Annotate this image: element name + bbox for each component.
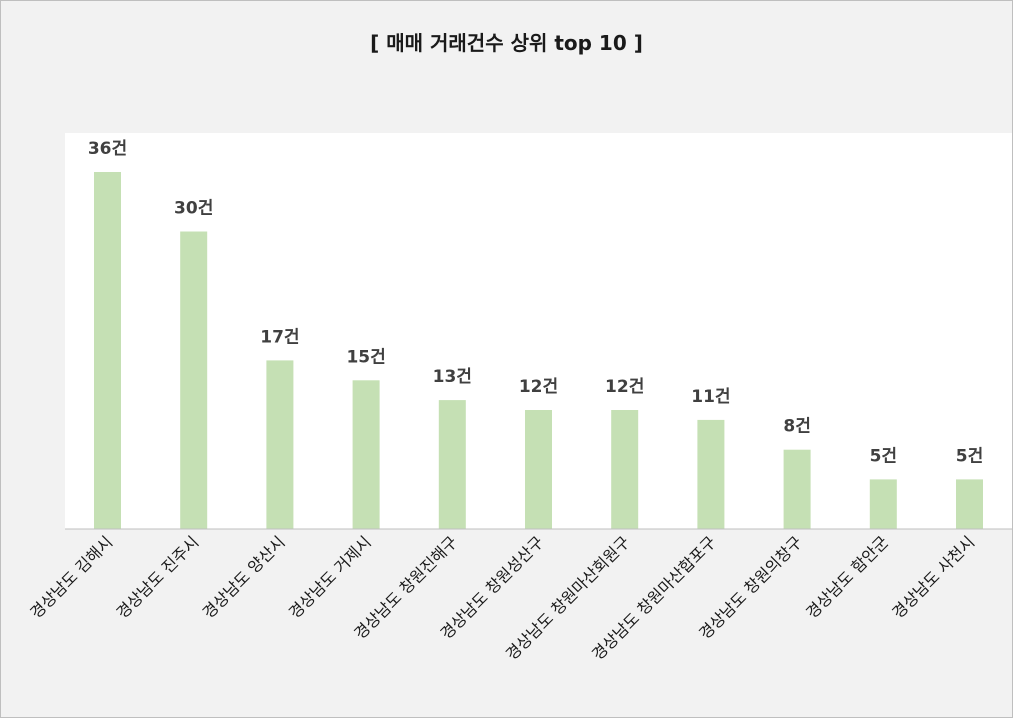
category-label: 경상남도 진주시 — [113, 532, 203, 622]
bar — [783, 449, 811, 529]
bar — [180, 231, 208, 529]
category-label: 경상남도 함안군 — [802, 532, 892, 622]
data-label: 5건 — [870, 446, 897, 466]
bar — [266, 360, 294, 529]
data-label: 8건 — [783, 417, 810, 437]
bar — [94, 172, 121, 529]
data-label: 36건 — [88, 139, 127, 159]
category-label: 경상남도 양산시 — [199, 532, 289, 622]
data-label: 12건 — [519, 377, 558, 397]
data-label: 17건 — [260, 327, 299, 347]
bar — [438, 400, 466, 529]
value-labels-layer: 36건 30건 17건 15건 13건 12건 12건 11건 8건 5건 5건 — [88, 139, 983, 466]
data-label: 13건 — [433, 367, 472, 387]
data-label: 30건 — [174, 199, 213, 219]
bar — [697, 419, 725, 529]
data-label: 15건 — [346, 347, 385, 367]
data-label: 11건 — [691, 387, 730, 407]
category-label: 경상남도 김해시 — [26, 532, 116, 622]
bar — [352, 380, 380, 530]
category-label: 경상남도 거제시 — [285, 532, 375, 622]
bar — [956, 479, 983, 529]
bar — [525, 410, 552, 529]
bar — [611, 410, 639, 529]
category-label: 경상남도 사천시 — [888, 532, 978, 622]
bar — [869, 479, 897, 529]
data-label: 12건 — [605, 377, 644, 397]
bars-layer — [94, 172, 983, 530]
chart-title: [ 매매 거래건수 상위 top 10 ] — [370, 31, 643, 55]
data-label: 5건 — [956, 446, 983, 466]
